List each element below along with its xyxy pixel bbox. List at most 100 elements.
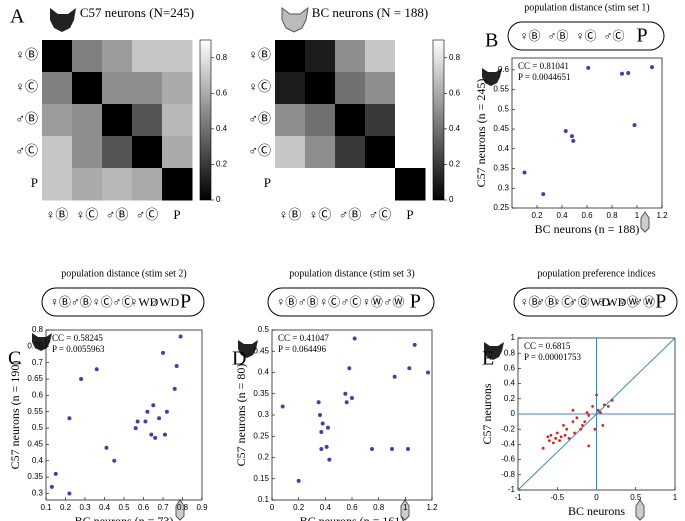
heatmap-cell (395, 72, 426, 105)
stimulus-label: ♀Ⓑ (519, 29, 540, 43)
y-tick-label: 0.3 (32, 489, 44, 498)
heatmap-cell (72, 104, 103, 137)
point (541, 446, 545, 450)
p-annotation: P = 0.00001753 (524, 352, 581, 362)
heatmap-cell (162, 40, 193, 73)
stimulus-label: ♀WD (581, 295, 610, 309)
column-label: ♀Ⓒ (309, 207, 332, 222)
heatmap-cell (102, 168, 133, 201)
point (579, 427, 583, 431)
plot-frame (271, 329, 433, 501)
heatmap-cell (162, 72, 193, 105)
p-annotation: P = 0.0055963 (52, 344, 105, 354)
heatmap-cell (335, 72, 366, 105)
colorbar (432, 39, 445, 201)
stimulus-legend (267, 287, 435, 317)
point (135, 419, 140, 424)
x-tick-label: -0.5 (550, 493, 564, 502)
p-annotation: P = 0.064496 (278, 344, 326, 354)
stimulus-label: ♂Ⓒ (112, 295, 133, 309)
heatmap-cell (305, 136, 336, 169)
y-axis-label: C57 neurons (n = 190) (8, 361, 22, 470)
stimulus-label: P (636, 25, 647, 47)
x-tick-label: 0.7 (157, 503, 169, 512)
heatmap-cell (395, 168, 426, 201)
x-tick-label: 1.2 (426, 503, 438, 512)
heatmap-cell (132, 40, 163, 73)
point (344, 400, 349, 405)
point (94, 367, 99, 372)
column-label: ♂Ⓒ (369, 207, 392, 222)
x-tick-label: 0.2 (293, 503, 305, 512)
y-tick-label: 0.35 (493, 164, 509, 173)
point (626, 71, 631, 75)
y-tick-label: 0.3 (498, 183, 510, 192)
point (596, 408, 600, 412)
point (586, 65, 591, 70)
plot-title: population distance (stim set 3) (289, 268, 415, 279)
point (347, 366, 352, 371)
row-label: ♂Ⓑ (15, 111, 38, 126)
point (370, 447, 374, 451)
point (161, 350, 165, 355)
x-axis-label: BC neurons (n = 161) (300, 514, 405, 521)
point (53, 471, 58, 476)
y-tick-label: 0.45 (253, 346, 269, 355)
x-tick-label: 0.5 (630, 493, 642, 502)
stimulus-label: ♂Ⓑ (536, 295, 557, 309)
point (571, 408, 575, 412)
point (522, 170, 527, 175)
x-tick-label: 0.8 (606, 211, 618, 220)
heatmap-title: BC neurons (N = 188) (312, 5, 428, 20)
row-label: ♀Ⓒ (248, 79, 271, 94)
point (593, 427, 597, 431)
heatmap-cell (132, 104, 163, 137)
x-tick-label: 0 (594, 493, 599, 502)
x-tick-label: 0.2 (60, 503, 72, 512)
point (571, 420, 575, 423)
row-label: ♂Ⓒ (15, 143, 38, 158)
heatmap-cell (275, 40, 306, 73)
stimulus-label: ♂WD (150, 295, 179, 309)
stimulus-label: P (655, 291, 666, 313)
point (392, 374, 397, 379)
point (620, 71, 624, 76)
panel-letter: C (8, 348, 21, 370)
row-label: ♀Ⓒ (15, 79, 38, 94)
point (541, 192, 546, 197)
point (587, 444, 591, 448)
point (632, 123, 637, 128)
heatmap-title: C57 neurons (N=245) (80, 5, 194, 20)
column-label: P (406, 207, 413, 222)
point (67, 416, 72, 421)
heatmap-cell (365, 168, 396, 201)
stimulus-legend (41, 287, 205, 317)
x-tick-label: 0.6 (138, 503, 150, 512)
y-axis-label: C57 neurons (480, 383, 494, 444)
x-tick-label: 0.2 (531, 211, 543, 220)
stimulus-label: ♀Ⓑ (50, 295, 71, 309)
y-tick-label: 0.45 (493, 124, 509, 133)
stimulus-label: ♀WD (129, 295, 158, 309)
column-label: ♀Ⓑ (279, 207, 302, 222)
y-tick-label: 0.15 (253, 474, 269, 483)
y-tick-label: -0.4 (501, 440, 515, 449)
point (548, 439, 551, 442)
heatmap-cell (42, 104, 73, 137)
heatmap-cell (335, 168, 366, 201)
y-tick-label: 0.25 (253, 431, 269, 440)
point (565, 427, 569, 431)
stimulus-label: ♀Ⓑ (520, 295, 541, 309)
point (327, 457, 332, 462)
heatmap-cell (335, 104, 366, 137)
cc-annotation: CC = 0.41047 (278, 333, 329, 343)
point (316, 400, 321, 405)
point (562, 424, 565, 427)
x-axis-label: BC neurons (n = 188) (535, 222, 640, 236)
point (554, 436, 558, 440)
x-tick-label: 0.6 (581, 211, 593, 220)
x-tick-label: 1.2 (656, 211, 668, 220)
point (67, 491, 72, 496)
row-label: ♀Ⓑ (248, 47, 271, 62)
point (280, 404, 285, 409)
